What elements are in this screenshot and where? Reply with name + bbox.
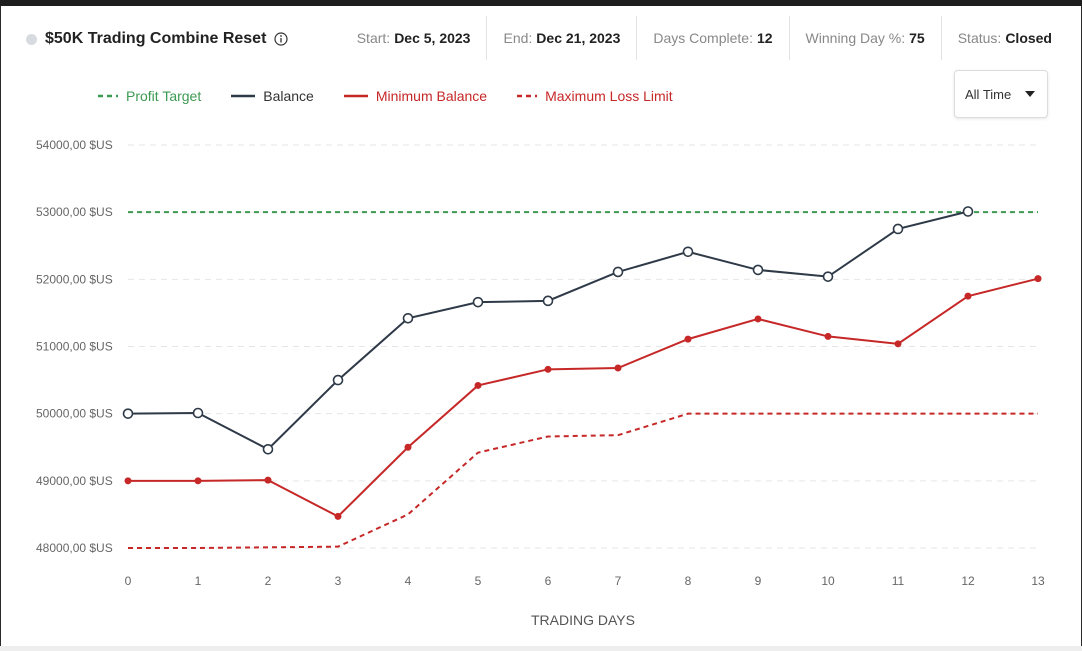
stat-value: Dec 21, 2023: [536, 30, 621, 46]
title-group: $50K Trading Combine Reset: [26, 30, 288, 48]
x-tick-label: 2: [265, 574, 272, 588]
x-axis-label: TRADING DAYS: [531, 612, 635, 628]
caret-down-icon: [1025, 91, 1035, 97]
minimum-balance-point: [264, 476, 272, 484]
series-line-maximum-loss-limit: [128, 412, 1038, 549]
x-tick-label: 3: [335, 574, 342, 588]
stat-value: Closed: [1005, 30, 1052, 46]
dashed-line-icon: [98, 94, 118, 98]
balance-point: [262, 443, 274, 455]
dropdown-label: All Time: [965, 86, 1012, 102]
stat-value: Dec 5, 2023: [394, 30, 471, 46]
header-bar: $50K Trading Combine Reset Start: Dec 5,…: [0, 6, 1082, 68]
x-tick-label: 12: [961, 574, 975, 588]
x-tick-label: 11: [892, 574, 905, 588]
info-icon[interactable]: [274, 32, 288, 46]
minimum-balance-point: [544, 365, 552, 373]
x-tick-label: 6: [545, 574, 552, 588]
x-tick-label: 13: [1031, 574, 1045, 588]
minimum-balance-point: [194, 477, 202, 485]
stat-end: End: Dec 21, 2023: [486, 16, 636, 60]
solid-line-icon: [231, 94, 256, 98]
x-tick-label: 1: [195, 574, 202, 588]
balance-point: [612, 266, 624, 278]
balance-point: [472, 296, 484, 308]
balance-point: [122, 408, 134, 419]
x-tick-label: 10: [821, 574, 835, 588]
balance-point: [192, 407, 204, 419]
balance-point: [402, 312, 414, 324]
stats-bar: Start: Dec 5, 2023 End: Dec 21, 2023 Day…: [341, 16, 1068, 60]
time-range-dropdown[interactable]: All Time: [954, 70, 1048, 118]
balance-point: [682, 246, 694, 258]
legend-label: Maximum Loss Limit: [545, 88, 673, 104]
balance-point: [332, 374, 344, 386]
legend-item-max-loss-limit[interactable]: Maximum Loss Limit: [517, 88, 673, 104]
series-line-minimum-balance: [128, 277, 1039, 518]
minimum-balance-point: [894, 340, 902, 348]
balance-point: [542, 295, 554, 307]
y-tick-label: 54000,00 $US: [36, 138, 113, 152]
x-tick-label: 5: [475, 574, 482, 588]
dashed-line-icon: [517, 94, 538, 98]
stat-start: Start: Dec 5, 2023: [341, 16, 487, 60]
legend-item-minimum-balance[interactable]: Minimum Balance: [343, 88, 488, 104]
y-tick-label: 50000,00 $US: [36, 407, 113, 421]
stat-label: End:: [503, 30, 533, 46]
stat-label: Start:: [356, 30, 391, 46]
page-title: $50K Trading Combine Reset: [45, 30, 267, 47]
x-tick-label: 0: [125, 574, 132, 588]
legend-item-profit-target[interactable]: Profit Target: [98, 88, 201, 104]
stat-value: 12: [756, 30, 773, 46]
balance-point: [822, 271, 834, 282]
chart-legend: Profit Target Balance Minimum Balance Ma…: [98, 88, 703, 104]
minimum-balance-point: [964, 292, 972, 300]
stat-value: 75: [909, 30, 925, 46]
minimum-balance-point: [124, 477, 132, 485]
y-tick-label: 51000,00 $US: [36, 340, 113, 354]
x-tick-label: 7: [615, 574, 622, 588]
x-tick-label: 9: [755, 574, 762, 588]
bottom-border: [0, 646, 1082, 651]
minimum-balance-point: [754, 315, 762, 323]
y-tick-label: 49000,00 $US: [36, 474, 113, 488]
balance-point: [962, 206, 974, 217]
y-tick-label: 52000,00 $US: [36, 272, 113, 286]
top-border: [0, 0, 1082, 6]
minimum-balance-point: [684, 335, 692, 343]
stat-label: Winning Day %:: [805, 30, 906, 46]
y-tick-label: 53000,00 $US: [36, 205, 113, 219]
x-tick-label: 8: [685, 574, 692, 588]
balance-point: [752, 264, 764, 276]
minimum-balance-point: [1034, 275, 1042, 283]
minimum-balance-point: [824, 332, 832, 340]
legend-item-balance[interactable]: Balance: [231, 88, 314, 104]
legend-label: Balance: [263, 88, 314, 104]
legend-label: Profit Target: [126, 88, 202, 104]
stat-label: Days Complete:: [653, 30, 753, 46]
minimum-balance-point: [404, 443, 412, 451]
stat-days-complete: Days Complete: 12: [636, 16, 788, 60]
minimum-balance-point: [474, 381, 482, 389]
minimum-balance-point: [614, 364, 622, 372]
status-dot-icon: [26, 33, 37, 45]
solid-line-icon: [343, 94, 368, 98]
balance-point: [892, 223, 904, 235]
minimum-balance-point: [334, 512, 342, 520]
stat-status: Status: Closed: [940, 16, 1068, 60]
stat-winning-day: Winning Day %: 75: [788, 16, 941, 60]
stat-label: Status:: [957, 30, 1002, 46]
x-tick-label: 4: [405, 574, 412, 588]
legend-label: Minimum Balance: [375, 88, 488, 104]
y-tick-label: 48000,00 $US: [36, 541, 113, 555]
chart-card: [0, 6, 1082, 649]
